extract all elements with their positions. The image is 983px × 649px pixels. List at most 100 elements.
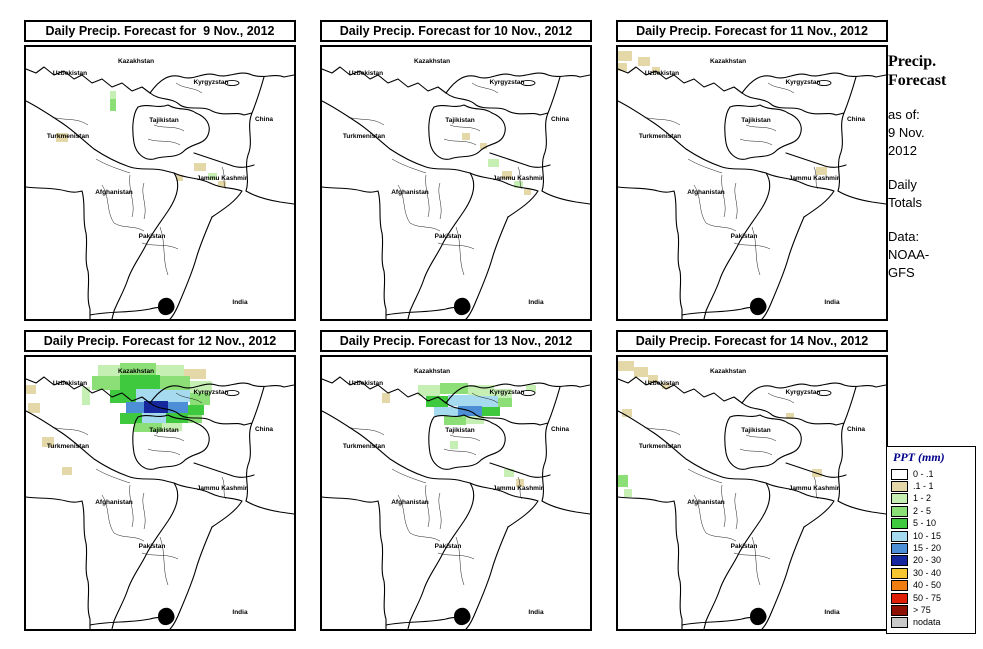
legend-swatch xyxy=(891,567,908,579)
precip-cell xyxy=(634,367,648,377)
precip-cell xyxy=(110,91,116,99)
precip-cell xyxy=(144,401,168,413)
precip-cell xyxy=(618,361,634,371)
precip-cell xyxy=(450,441,458,449)
legend-row: 1 - 2 xyxy=(891,493,971,505)
precip-cell xyxy=(62,467,72,475)
legend-row: nodata xyxy=(891,617,971,629)
precip-cell xyxy=(136,389,162,402)
legend-row: 20 - 30 xyxy=(891,555,971,567)
precip-cell xyxy=(504,469,514,477)
precip-cell xyxy=(168,402,188,414)
legend-label: 40 - 50 xyxy=(913,580,942,591)
legend-label: > 75 xyxy=(913,604,931,615)
legend-row: 10 - 15 xyxy=(891,530,971,542)
precip-cell xyxy=(134,423,162,432)
precip-cell xyxy=(480,143,487,149)
legend-row: .1 - 1 xyxy=(891,480,971,493)
precip-cell xyxy=(526,385,536,393)
precip-cell xyxy=(516,479,524,487)
precip-cell xyxy=(110,97,116,111)
precip-cell xyxy=(218,181,226,187)
sidebar-as-of-label: as of: xyxy=(888,107,920,122)
legend-swatch xyxy=(891,604,908,616)
legend-swatch xyxy=(891,468,908,480)
legend-swatch xyxy=(891,505,908,517)
map-svg xyxy=(26,363,294,629)
panel-title: Daily Precip. Forecast for 9 Nov., 2012 xyxy=(24,20,296,42)
legend-label: 1 - 2 xyxy=(913,493,932,504)
precip-cell xyxy=(468,385,494,396)
precip-cell xyxy=(618,51,632,61)
precip-cell xyxy=(786,413,794,419)
precip-overlay xyxy=(26,363,212,475)
forecast-panel-11nov: Daily Precip. Forecast for 11 Nov., 2012 xyxy=(616,20,888,321)
precip-cell xyxy=(184,369,206,379)
precip-cell xyxy=(92,376,120,390)
panel-title: Daily Precip. Forecast for 12 Nov., 2012 xyxy=(24,330,296,352)
precip-cell xyxy=(638,57,650,66)
sidebar-date-line: 9 Nov. xyxy=(888,125,925,140)
legend-row: 50 - 75 xyxy=(891,592,971,604)
precip-cell xyxy=(498,398,512,407)
precip-cell xyxy=(648,375,658,383)
legend-swatch xyxy=(891,617,908,629)
forecast-panel-10nov: Daily Precip. Forecast for 10 Nov., 2012 xyxy=(320,20,592,321)
sidebar-title-line: Precip. xyxy=(888,53,937,70)
legend-row: 40 - 50 xyxy=(891,580,971,592)
legend-label: 10 - 15 xyxy=(913,530,942,541)
precip-cell xyxy=(514,181,523,188)
precip-cell xyxy=(618,63,627,71)
precip-cell xyxy=(482,407,500,416)
sidebar-data-label: Data: xyxy=(888,229,920,244)
precip-cell xyxy=(440,383,468,394)
precip-cell xyxy=(110,390,136,403)
legend-row: 0 - .1 xyxy=(891,468,971,480)
precip-cell xyxy=(188,415,202,423)
sidebar: Precip. Forecast as of: 9 Nov. 2012 Dail… xyxy=(888,52,980,282)
legend-label: 20 - 30 xyxy=(913,555,942,566)
precip-cell xyxy=(176,175,183,181)
map-box xyxy=(320,355,592,631)
precip-cell xyxy=(618,475,628,487)
map-svg xyxy=(618,361,886,629)
legend-label: 50 - 75 xyxy=(913,592,942,603)
sidebar-totals-line: Daily xyxy=(888,177,917,192)
sidebar-title-line: Forecast xyxy=(888,72,947,89)
precip-cell xyxy=(160,376,190,390)
precip-cell xyxy=(120,375,160,390)
legend-swatch xyxy=(891,493,908,505)
map-box xyxy=(616,45,888,321)
map-box xyxy=(24,45,296,321)
precip-cell xyxy=(142,413,166,424)
forecast-panel-12nov: Daily Precip. Forecast for 12 Nov., 2012 xyxy=(24,330,296,631)
precip-cell xyxy=(28,403,40,413)
precip-cell xyxy=(162,390,190,402)
map-box xyxy=(320,45,592,321)
precip-cell xyxy=(466,416,484,424)
legend-label: .1 - 1 xyxy=(913,481,934,492)
spacer xyxy=(888,160,980,176)
map-box xyxy=(616,355,888,631)
legend-row: > 75 xyxy=(891,604,971,616)
legend-row: 30 - 40 xyxy=(891,567,971,579)
legend-label: 30 - 40 xyxy=(913,567,942,578)
map-svg xyxy=(322,57,590,319)
legend-swatch xyxy=(891,592,908,604)
precip-cell xyxy=(488,159,499,167)
legend-swatch xyxy=(891,555,908,567)
legend-swatch xyxy=(891,530,908,542)
precip-cell xyxy=(816,167,827,175)
legend-swatch xyxy=(891,518,908,530)
legend-label: nodata xyxy=(913,617,941,628)
precip-cell xyxy=(190,393,210,405)
precip-cell xyxy=(624,489,632,497)
precip-cell xyxy=(98,365,120,376)
legend-row: 15 - 20 xyxy=(891,542,971,555)
forecast-panel-14nov: Daily Precip. Forecast for 14 Nov., 2012 xyxy=(616,330,888,631)
precip-cell xyxy=(444,416,466,425)
spacer xyxy=(888,212,980,228)
